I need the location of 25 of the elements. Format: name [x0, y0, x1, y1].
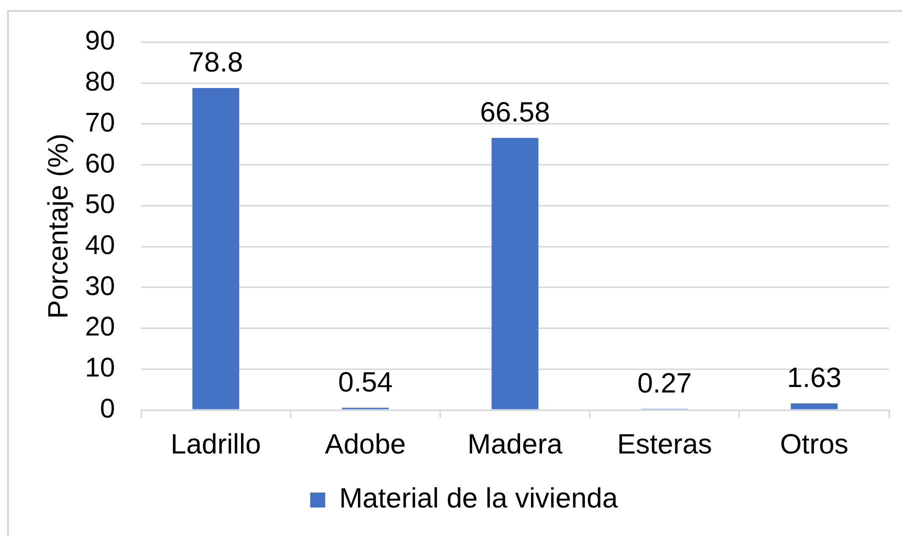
data-label: 1.63	[786, 362, 842, 394]
y-tick-label: 80	[84, 66, 115, 97]
data-label: 66.58	[480, 96, 550, 128]
data-label: 0.54	[338, 366, 393, 398]
y-tick-label: 20	[84, 312, 115, 342]
bar	[192, 88, 240, 410]
x-tick-label: Adobe	[324, 428, 406, 460]
y-axis-title: Porcentaje (%)	[42, 134, 74, 319]
data-label: 78.8	[188, 46, 244, 78]
data-label: 0.27	[637, 368, 692, 399]
y-tick-label: 70	[84, 107, 115, 138]
legend-label: Material de la vivienda	[339, 482, 618, 514]
bar	[790, 403, 838, 410]
y-tick-label: 0	[100, 393, 115, 424]
y-tick-label: 30	[84, 270, 115, 301]
y-tick-label: 10	[84, 352, 115, 383]
y-tick-label: 50	[84, 189, 115, 220]
y-tick-label: 40	[84, 230, 115, 260]
bar	[492, 138, 538, 410]
x-tick-label: Esteras	[617, 428, 712, 460]
y-tick-label: 90	[84, 26, 115, 56]
x-tick-label: Madera	[468, 428, 563, 460]
y-tick-label: 60	[84, 148, 115, 178]
x-tick-label: Ladrillo	[170, 428, 261, 460]
x-tick-label: Otros	[780, 428, 848, 460]
